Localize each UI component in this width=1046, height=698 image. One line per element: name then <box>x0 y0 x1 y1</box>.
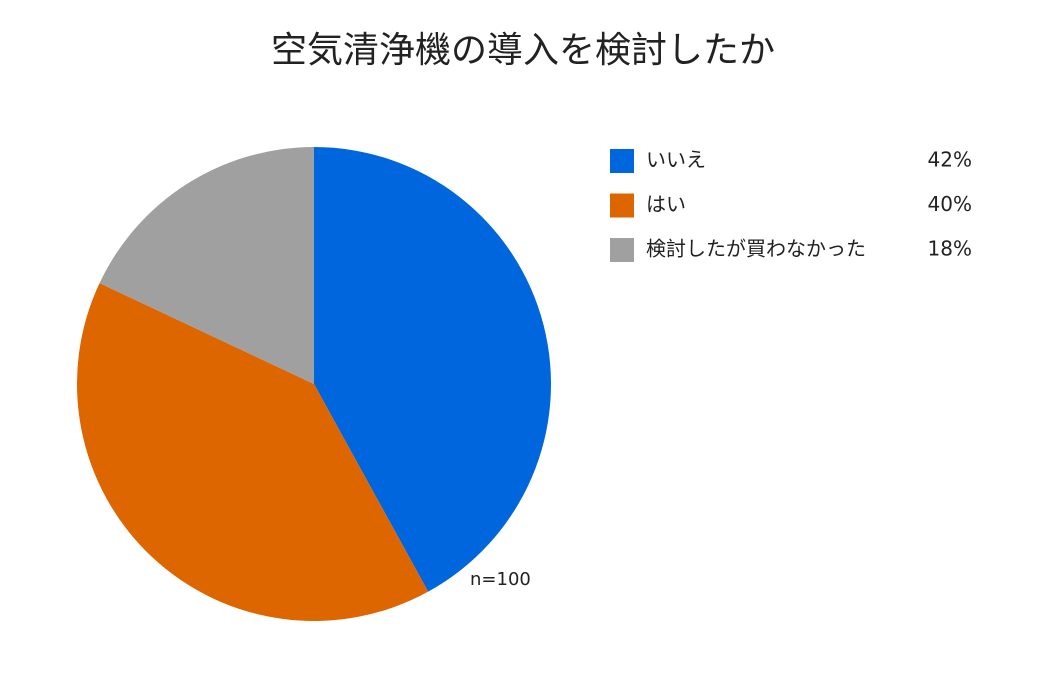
legend-label: 検討したが買わなかった <box>646 237 866 261</box>
legend-value: 18% <box>928 237 972 261</box>
pie-slice <box>99 147 314 384</box>
chart-title: 空気清浄機の導入を検討したか <box>271 30 775 71</box>
annotation: n=100 <box>470 569 531 590</box>
legend-swatch <box>610 238 634 262</box>
legend-label: いいえ <box>646 148 706 172</box>
pie-slice <box>314 147 552 592</box>
legend-label: はい <box>646 192 686 216</box>
legend-swatch <box>610 149 634 173</box>
legend-swatch <box>610 193 634 218</box>
pie-slice <box>76 283 429 622</box>
legend-value: 40% <box>928 192 972 216</box>
legend-value: 42% <box>928 148 972 172</box>
